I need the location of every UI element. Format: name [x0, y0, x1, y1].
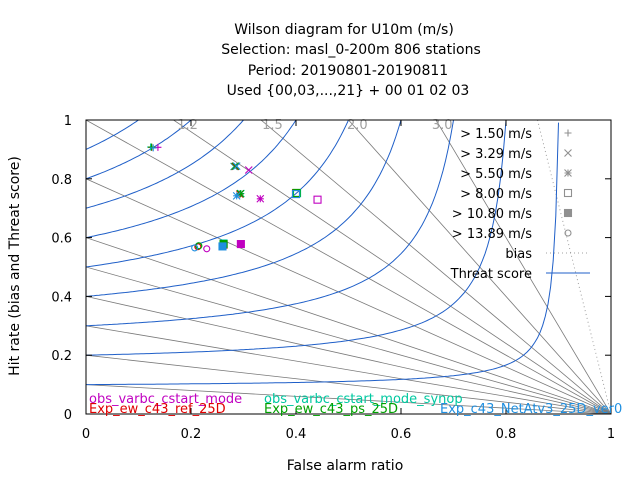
bias-label: 3.0: [432, 118, 453, 133]
data-point: [218, 242, 227, 251]
series-label: Exp_c43_NetAtv3_25D_ver0: [440, 402, 622, 417]
legend-threshold-label: > 8.00 m/s: [460, 187, 532, 202]
bias-isolines: [86, 120, 611, 414]
data-point: [195, 242, 203, 250]
y-tick-label: 1: [64, 114, 72, 129]
threat-score-isoline: [86, 120, 192, 180]
legend-threshold-label: > 10.80 m/s: [452, 207, 532, 222]
series-label: Exp_ew_c43_ref_25D: [89, 402, 226, 417]
series-label: obs_varbc_cstart_mode_synop: [264, 392, 463, 407]
threat-score-isoline: [86, 120, 140, 150]
plot-axes: 0 0.2 0.4 0.6 0.8 1 0 0.2 0.4 0.6 0.8 1: [51, 114, 615, 442]
data-point: [148, 143, 156, 151]
y-tick-label: 0.8: [51, 173, 72, 188]
series-label: obs_varbc_cstart_mode: [89, 392, 242, 407]
data-point: [236, 240, 245, 249]
data-point: [256, 194, 265, 203]
legend-threshold-label: > 3.29 m/s: [460, 147, 532, 162]
chart-legend: > 1.50 m/s > 3.29 m/s > 5.50 m/s > 8.00 m/s…: [450, 127, 590, 282]
data-point: [154, 143, 162, 151]
data-point: [313, 195, 322, 204]
x-tick-label: 0.4: [286, 427, 307, 442]
legend-line-label: Threat score: [450, 267, 532, 282]
x-axis-label: False alarm ratio: [287, 458, 404, 474]
bias-isoline: [435, 120, 611, 414]
y-tick-label: 0.2: [51, 349, 72, 364]
y-tick-label: 0.6: [51, 232, 72, 247]
y-tick-label: 0.4: [51, 290, 72, 305]
bias-dotted-line: [537, 120, 611, 414]
legend-threshold-label: > 1.50 m/s: [460, 127, 532, 142]
bias-label: 2.0: [347, 118, 368, 133]
bias-isoline: [173, 120, 611, 414]
y-tick-label: 0: [64, 408, 72, 423]
data-point: [191, 244, 199, 252]
data-points: [147, 143, 322, 253]
bias-isoline: [260, 120, 611, 414]
chart-title-line-2: Selection: masl_0-200m 806 stations: [221, 42, 481, 58]
legend-marker: [564, 129, 572, 137]
legend-marker: [564, 229, 572, 237]
series-labels: obs_varbc_cstart_mode obs_varbc_cstart_mo…: [89, 392, 622, 417]
threat-score-isoline: [86, 122, 559, 386]
y-axis-label: Hit rate (bias and Threat score): [7, 156, 23, 376]
threat-score-isoline: [86, 120, 454, 327]
x-tick-label: 1: [607, 427, 615, 442]
x-tick-label: 0.8: [496, 427, 517, 442]
x-tick-label: 0: [82, 427, 90, 442]
legend-threshold-label: > 13.89 m/s: [452, 227, 532, 242]
bias-isoline-labels: 1.2 1.5 2.0 3.0: [177, 118, 452, 133]
data-point: [236, 189, 245, 198]
series-label: Exp_ew_c43_ps_25D: [264, 402, 398, 417]
chart-title-line-3: Period: 20190801-20190811: [248, 63, 448, 79]
bias-isoline: [86, 120, 611, 414]
bias-label: 1.2: [177, 118, 198, 133]
legend-marker: [563, 208, 573, 218]
threat-score-isoline: [86, 120, 402, 297]
x-tick-label: 0.6: [391, 427, 412, 442]
bias-isoline: [86, 178, 611, 414]
threat-score-isoline: [86, 120, 507, 356]
legend-line-label: bias: [505, 247, 532, 262]
bias-isoline: [86, 237, 611, 414]
threat-score-isoline: [86, 120, 349, 268]
data-point: [244, 166, 253, 174]
data-point: [291, 190, 301, 199]
bias-label: 1.5: [262, 118, 283, 133]
data-point: [230, 162, 238, 171]
data-point: [232, 162, 241, 171]
plot-frame: [85, 119, 612, 415]
chart-title-block: Wilson diagram for U10m (m/s) Selection:…: [221, 22, 481, 99]
chart-title-line-1: Wilson diagram for U10m (m/s): [234, 22, 454, 38]
data-point: [149, 144, 157, 152]
legend-marker: [564, 149, 572, 157]
bias-isoline: [86, 296, 611, 414]
threat-score-isoline: [86, 120, 245, 209]
threat-score-isoline: [86, 120, 297, 239]
data-point: [203, 245, 211, 253]
legend-threshold-label: > 5.50 m/s: [460, 167, 532, 182]
legend-marker: [563, 188, 573, 198]
threat-score-isolines: [86, 120, 559, 386]
bias-isoline: [86, 354, 611, 414]
x-tick-label: 0.2: [181, 427, 202, 442]
data-point: [232, 191, 241, 200]
chart-title-line-4: Used {00,03,...,21} + 00 01 02 03: [227, 83, 470, 99]
data-point: [231, 162, 240, 171]
legend-marker: [564, 169, 572, 177]
data-point: [194, 243, 202, 251]
bias-isoline: [86, 384, 611, 414]
bias-isoline: [86, 325, 611, 414]
